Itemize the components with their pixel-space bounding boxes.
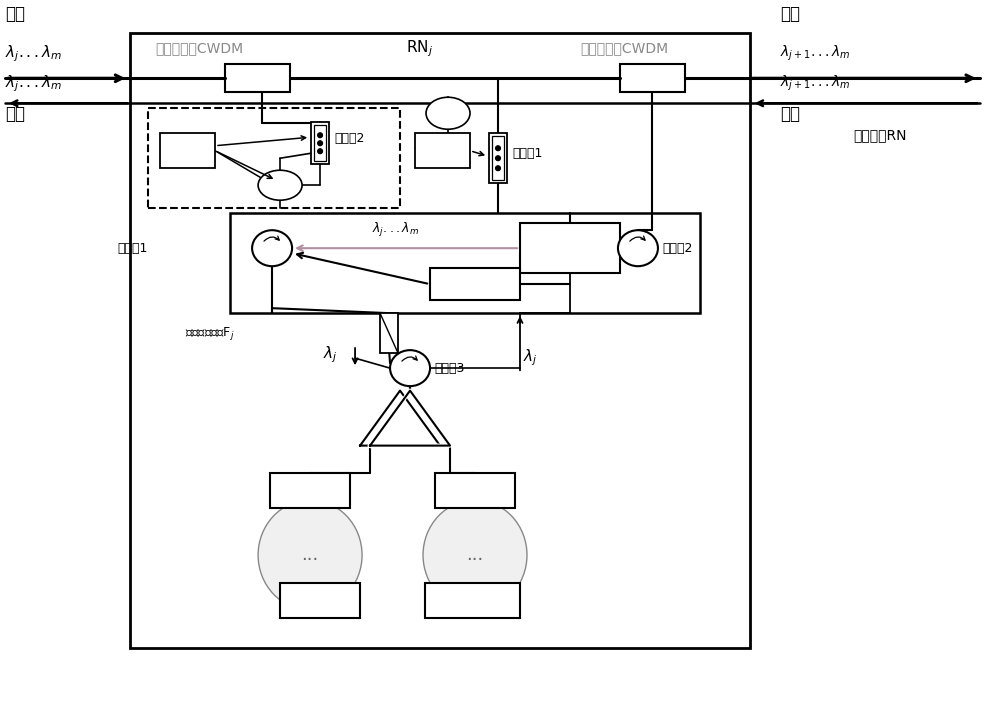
Ellipse shape: [496, 146, 500, 150]
Bar: [280, 583, 360, 618]
Bar: [130, 33, 750, 648]
Text: $\lambda_j...\lambda_m$: $\lambda_j...\lambda_m$: [5, 73, 62, 93]
Text: ...: ...: [301, 546, 319, 564]
Text: ONU$_1$: ONU$_1$: [292, 483, 328, 498]
Bar: [425, 583, 520, 618]
Ellipse shape: [618, 230, 658, 266]
Ellipse shape: [390, 350, 430, 386]
Bar: [230, 213, 700, 313]
Text: 光开关2: 光开关2: [334, 131, 364, 145]
Text: 循环器2: 循环器2: [662, 242, 692, 254]
Text: $\lambda_j...\lambda_m$: $\lambda_j...\lambda_m$: [5, 43, 62, 63]
Text: 到下一个RN: 到下一个RN: [853, 128, 907, 142]
Ellipse shape: [258, 170, 302, 200]
Bar: [435, 473, 515, 508]
Text: $\lambda_{j+1}...\lambda_m$: $\lambda_{j+1}...\lambda_m$: [780, 74, 850, 93]
Ellipse shape: [496, 166, 500, 171]
Bar: [520, 223, 620, 273]
Bar: [148, 108, 400, 208]
Text: M$_1$: M$_1$: [433, 143, 452, 159]
Bar: [430, 268, 520, 300]
Bar: [620, 64, 685, 92]
Ellipse shape: [318, 149, 323, 154]
Bar: [314, 125, 326, 161]
Bar: [415, 134, 470, 168]
Text: RN$_j$: RN$_j$: [406, 38, 434, 58]
Text: $\lambda_j$: $\lambda_j$: [523, 348, 537, 368]
Bar: [270, 473, 350, 508]
Text: $\lambda_j$: $\lambda_j$: [323, 345, 337, 366]
Bar: [380, 313, 398, 353]
Bar: [492, 136, 504, 180]
Text: 上行: 上行: [780, 105, 800, 123]
Text: $\lambda_j...\lambda_m$: $\lambda_j...\lambda_m$: [372, 221, 420, 239]
Text: ...: ...: [466, 546, 484, 564]
Text: 下行: 下行: [5, 6, 25, 23]
Ellipse shape: [318, 133, 323, 138]
Ellipse shape: [258, 500, 362, 610]
Text: 下行: 下行: [780, 6, 800, 23]
Bar: [160, 134, 215, 168]
Text: ONU$_n$: ONU$_n$: [457, 483, 493, 498]
Text: ONU$_k$: ONU$_k$: [302, 593, 338, 608]
Text: 耦合器: 耦合器: [557, 241, 583, 255]
Text: ONU$_{k-1}$: ONU$_{k-1}$: [447, 593, 498, 608]
Text: M$_j$: M$_j$: [179, 141, 196, 160]
Text: 用于扩展的CWDM: 用于扩展的CWDM: [155, 41, 243, 56]
Bar: [225, 64, 290, 92]
Text: 循环器3: 循环器3: [434, 361, 464, 375]
Ellipse shape: [426, 97, 470, 129]
Text: 上行: 上行: [5, 105, 25, 123]
Ellipse shape: [318, 141, 323, 146]
Text: WB$_j$: WB$_j$: [461, 275, 489, 293]
Text: 循环器1: 循环器1: [118, 242, 148, 254]
Ellipse shape: [252, 230, 292, 266]
Bar: [489, 134, 507, 183]
Text: 光开关1: 光开关1: [512, 147, 542, 160]
Text: 可调谐滤波器F$_j$: 可调谐滤波器F$_j$: [185, 325, 235, 342]
Bar: [311, 122, 329, 165]
Ellipse shape: [423, 500, 527, 610]
Text: 用于扩展的CWDM: 用于扩展的CWDM: [580, 41, 668, 56]
Ellipse shape: [496, 156, 500, 161]
Text: $\lambda_{j+1}...\lambda_m$: $\lambda_{j+1}...\lambda_m$: [780, 44, 850, 63]
